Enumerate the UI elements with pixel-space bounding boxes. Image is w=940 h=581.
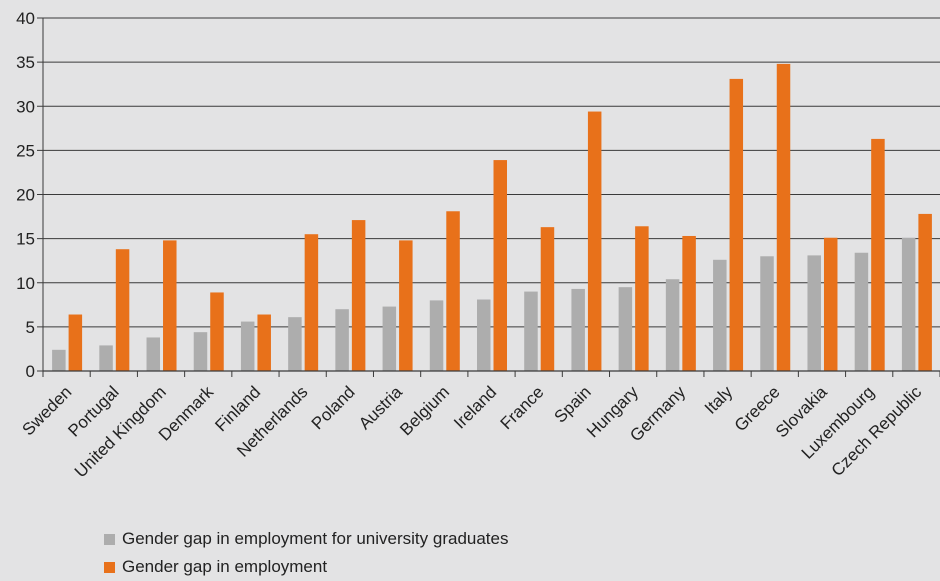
bar-graduates [429,300,444,371]
y-tick-label: 25 [16,141,35,160]
bar-graduates [901,237,916,371]
bar-employment [351,220,366,371]
bar-graduates [99,345,113,371]
bar-graduates [665,279,680,371]
bar-graduates [760,256,774,371]
y-tick-label: 15 [16,230,35,249]
bar-graduates [854,252,869,371]
bar-graduates [807,255,821,371]
legend-item-employment: Gender gap in employment [104,553,508,581]
bar-employment [68,314,83,371]
bar-employment [776,63,791,371]
x-tick-label: Italy [701,382,737,418]
bar-graduates [52,349,66,371]
y-tick-label: 0 [26,362,35,381]
bar-employment [257,314,271,371]
bar-graduates [335,309,349,371]
legend-swatch-employment [104,561,115,573]
legend-item-graduates: Gender gap in employment for university … [104,525,508,553]
bar-graduates [288,317,302,371]
y-tick-label: 20 [16,186,35,205]
x-tick-label: Belgium [396,382,453,439]
bar-employment [399,240,413,371]
legend-label-graduates: Gender gap in employment for university … [122,529,509,548]
y-axis-ticks: 0 5 10 15 20 25 30 35 40 [16,9,43,381]
bar-graduates [240,321,255,371]
bar-graduates [382,306,397,371]
legend-swatch-graduates [104,533,115,545]
legend-label-employment: Gender gap in employment [122,557,328,576]
bar-employment [304,234,319,371]
y-tick-label: 10 [16,274,35,293]
y-tick-label: 35 [16,53,35,72]
bar-employment [446,211,460,371]
bar-graduates [146,337,161,371]
bar-employment [918,213,932,371]
bar-employment [635,226,649,371]
bar-employment [115,249,130,371]
x-tick-label: Ireland [450,382,500,432]
y-tick-label: 30 [16,97,35,116]
x-tick-label: Spain [551,382,595,426]
bar-employment [587,111,602,372]
bar-graduates [524,291,538,371]
x-tick-label: Poland [308,382,359,433]
bars [52,63,932,372]
bar-employment [729,78,744,371]
bar-employment [163,240,177,371]
bar-graduates [477,299,491,371]
gridlines [42,17,940,372]
bar-graduates [618,287,633,371]
bar-employment [493,160,507,371]
bar-employment [871,138,885,371]
y-tick-label: 5 [26,318,35,337]
bar-graduates [571,288,585,371]
bar-employment [682,235,696,371]
y-tick-label: 40 [16,9,35,28]
bar-graduates [713,259,727,371]
bar-graduates [193,332,208,371]
legend: Gender gap in employment for university … [104,525,508,581]
bar-employment [540,227,555,371]
bar-employment [210,292,224,371]
x-tick-label: France [497,382,548,433]
bar-employment [823,237,838,371]
